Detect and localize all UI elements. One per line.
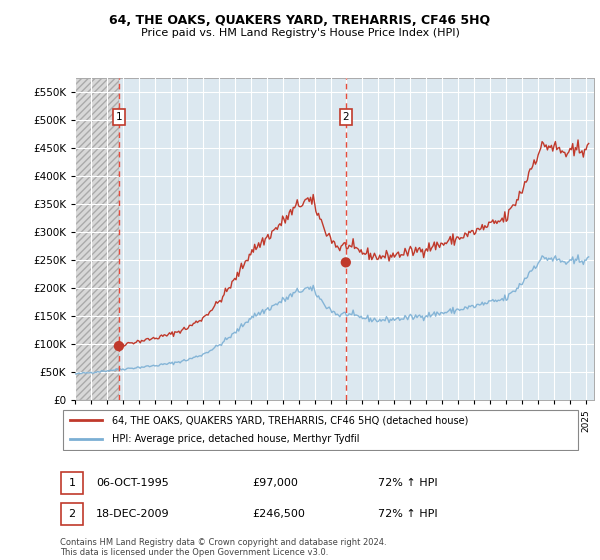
Text: 64, THE OAKS, QUAKERS YARD, TREHARRIS, CF46 5HQ: 64, THE OAKS, QUAKERS YARD, TREHARRIS, C…: [109, 14, 491, 27]
Point: [114, 342, 124, 351]
Text: 1: 1: [68, 478, 76, 488]
Bar: [75, 78, 119, 400]
Text: 72% ↑ HPI: 72% ↑ HPI: [378, 478, 437, 488]
Text: £97,000: £97,000: [252, 478, 298, 488]
Bar: [75, 78, 119, 400]
Text: Price paid vs. HM Land Registry's House Price Index (HPI): Price paid vs. HM Land Registry's House …: [140, 28, 460, 38]
Text: 1: 1: [116, 112, 122, 122]
Text: 06-OCT-1995: 06-OCT-1995: [96, 478, 169, 488]
Text: 18-DEC-2009: 18-DEC-2009: [96, 509, 170, 519]
Text: HPI: Average price, detached house, Merthyr Tydfil: HPI: Average price, detached house, Mert…: [112, 435, 360, 445]
Text: 2: 2: [68, 509, 76, 519]
FancyBboxPatch shape: [61, 503, 83, 525]
Text: 72% ↑ HPI: 72% ↑ HPI: [378, 509, 437, 519]
Text: 2: 2: [343, 112, 349, 122]
FancyBboxPatch shape: [62, 410, 578, 450]
FancyBboxPatch shape: [61, 472, 83, 494]
Text: 64, THE OAKS, QUAKERS YARD, TREHARRIS, CF46 5HQ (detached house): 64, THE OAKS, QUAKERS YARD, TREHARRIS, C…: [112, 415, 469, 425]
Text: £246,500: £246,500: [252, 509, 305, 519]
Text: Contains HM Land Registry data © Crown copyright and database right 2024.
This d: Contains HM Land Registry data © Crown c…: [60, 538, 386, 557]
Point: [341, 258, 350, 267]
